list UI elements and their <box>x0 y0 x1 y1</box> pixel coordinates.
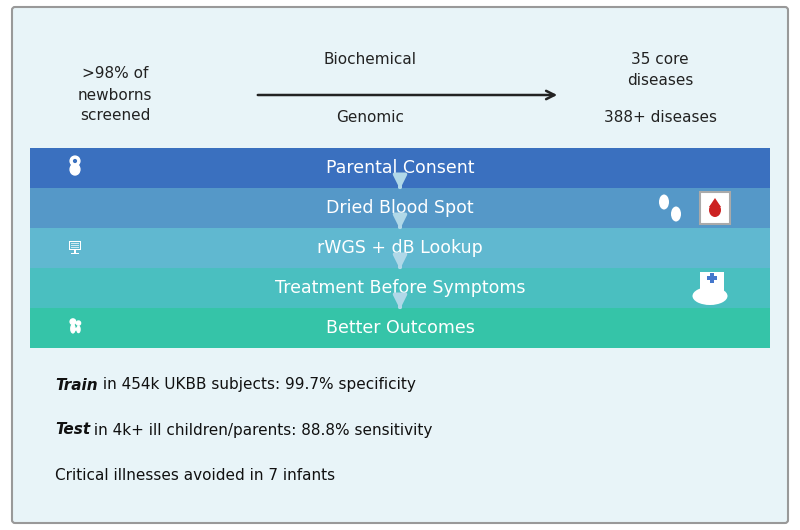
Bar <box>70 242 80 249</box>
Polygon shape <box>709 198 721 207</box>
Text: >98% of
newborns
screened: >98% of newborns screened <box>78 66 152 123</box>
Text: Better Outcomes: Better Outcomes <box>326 319 474 337</box>
Bar <box>71 243 79 244</box>
Text: Test: Test <box>55 422 90 437</box>
Ellipse shape <box>693 287 727 305</box>
Ellipse shape <box>70 164 80 175</box>
Text: rWGS + dB Lookup: rWGS + dB Lookup <box>317 239 483 257</box>
Bar <box>30 228 770 268</box>
Ellipse shape <box>77 326 80 332</box>
Text: Critical illnesses avoided in 7 infants: Critical illnesses avoided in 7 infants <box>55 467 335 482</box>
Bar <box>30 268 770 308</box>
Bar <box>69 241 82 250</box>
Ellipse shape <box>709 203 721 217</box>
Text: 35 core
diseases: 35 core diseases <box>627 52 693 88</box>
Bar <box>710 273 714 283</box>
Bar <box>74 250 76 253</box>
Circle shape <box>74 160 77 162</box>
Text: Biochemical: Biochemical <box>323 52 417 67</box>
Bar <box>707 276 717 280</box>
Bar <box>30 308 770 348</box>
Text: Parental Consent: Parental Consent <box>326 159 474 177</box>
Circle shape <box>77 321 81 325</box>
FancyBboxPatch shape <box>12 7 788 523</box>
Text: Train: Train <box>55 377 98 393</box>
Text: in 4k+ ill children/parents: 88.8% sensitivity: in 4k+ ill children/parents: 88.8% sensi… <box>89 422 432 437</box>
Ellipse shape <box>71 324 75 333</box>
Text: Genomic: Genomic <box>336 110 404 126</box>
Bar <box>700 192 730 224</box>
Bar <box>71 247 79 248</box>
Bar <box>700 272 724 292</box>
Text: Treatment Before Symptoms: Treatment Before Symptoms <box>274 279 526 297</box>
Text: in 454k UKBB subjects: 99.7% specificity: in 454k UKBB subjects: 99.7% specificity <box>98 377 415 393</box>
Circle shape <box>70 319 76 324</box>
Bar <box>30 148 770 188</box>
Text: Dried Blood Spot: Dried Blood Spot <box>326 199 474 217</box>
Circle shape <box>70 156 80 166</box>
Bar <box>71 253 79 254</box>
Text: 388+ diseases: 388+ diseases <box>603 110 717 126</box>
Ellipse shape <box>659 195 669 209</box>
Ellipse shape <box>671 207 681 222</box>
Bar <box>71 245 79 246</box>
Bar <box>30 188 770 228</box>
